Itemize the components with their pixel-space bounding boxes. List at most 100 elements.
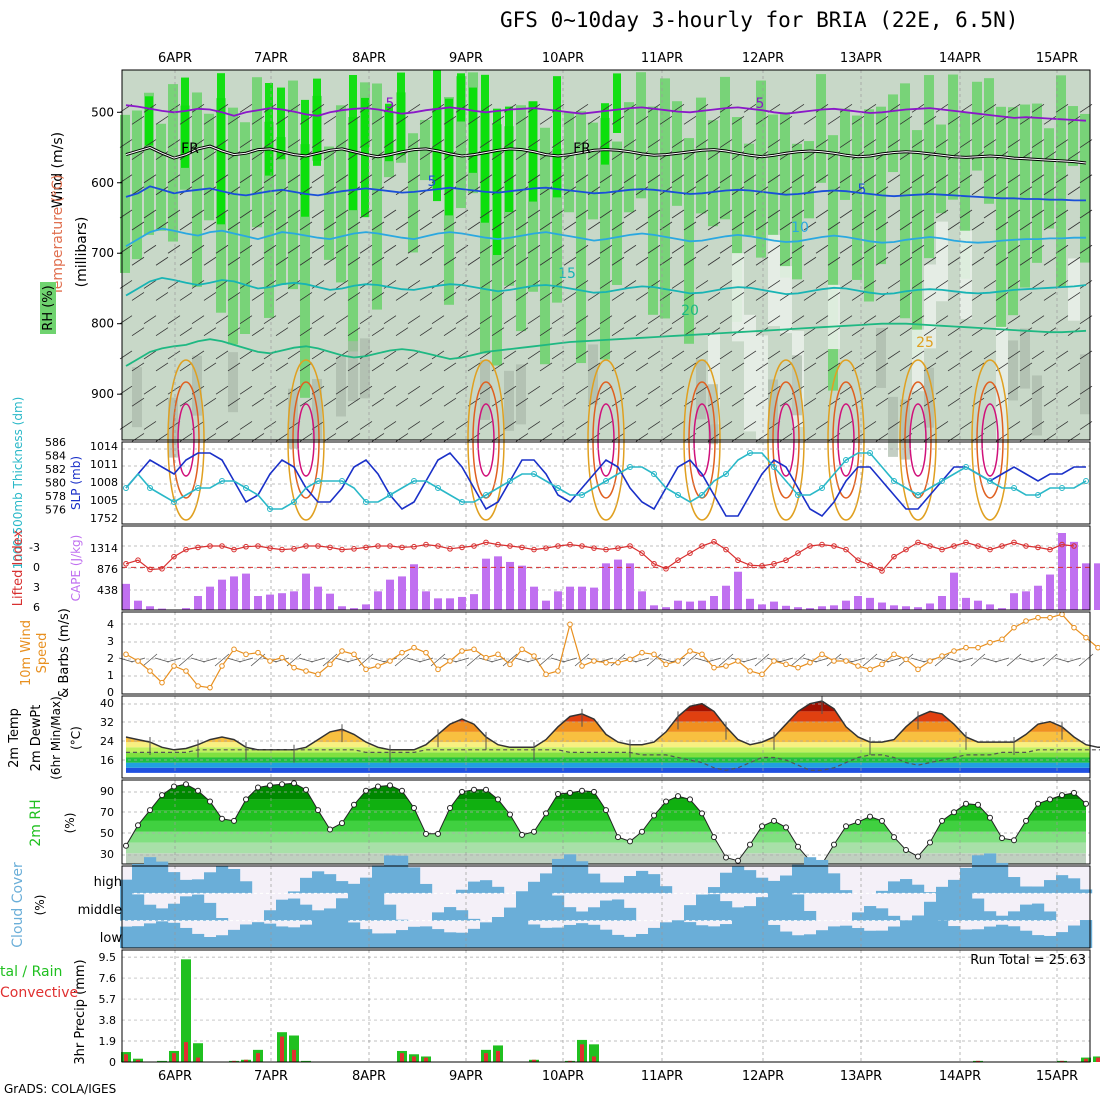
wind-barb xyxy=(827,115,841,125)
cloud-bar xyxy=(216,918,229,921)
wind-barb xyxy=(767,315,781,325)
cloud-level-high: high xyxy=(94,875,122,890)
wind-barb xyxy=(815,139,829,148)
rh2m-frame xyxy=(121,779,1091,865)
wind-barb xyxy=(719,209,733,219)
precip-axis-label: 3hr Precip (mm) xyxy=(73,959,88,1064)
wind-barb-10m xyxy=(394,653,410,667)
wind-barb xyxy=(767,139,781,148)
lifted-marker xyxy=(459,544,465,551)
wind-barb xyxy=(971,327,985,337)
rh-patch xyxy=(756,80,766,258)
wind-barb xyxy=(683,256,697,266)
wind10m-marker xyxy=(267,658,273,664)
rh-band xyxy=(126,853,1086,864)
lifted-tick: 0 xyxy=(33,561,40,574)
wind-barb-10m xyxy=(862,653,878,667)
wind-barb xyxy=(527,139,541,148)
lifted-marker xyxy=(771,560,777,567)
wind-barb xyxy=(647,174,661,184)
wind-barb xyxy=(155,151,169,160)
wind-barb xyxy=(959,315,973,325)
wind-barb xyxy=(143,385,157,395)
wind-barb xyxy=(515,397,529,407)
wind-barb xyxy=(503,350,517,360)
lifted-marker xyxy=(135,557,141,564)
wind-barb xyxy=(839,139,853,148)
wind-barb xyxy=(179,397,193,407)
wind-barb xyxy=(467,327,481,337)
lifted-marker xyxy=(399,544,405,551)
rh2m-marker xyxy=(999,835,1005,842)
precip-frame xyxy=(121,949,1091,1063)
cape-bar xyxy=(530,586,538,610)
rh-patch xyxy=(576,111,586,364)
lifted-marker xyxy=(1047,546,1053,553)
rh2m-marker xyxy=(1035,800,1041,807)
wind10m-marker xyxy=(471,646,477,653)
wind-barb-10m xyxy=(1066,657,1082,663)
cape-bar xyxy=(350,608,358,610)
cape-bar xyxy=(278,593,286,610)
wind10m-marker xyxy=(603,659,609,666)
wind-barb xyxy=(647,315,661,325)
wind-barb xyxy=(635,186,649,196)
rh-patch xyxy=(277,87,285,160)
rh-patch xyxy=(349,75,357,211)
wind10m-marker xyxy=(459,648,465,654)
lifted-marker xyxy=(615,545,621,551)
wind-barb xyxy=(743,139,757,148)
wind-barb xyxy=(983,385,997,395)
wind-barb xyxy=(815,350,829,360)
wind-barb xyxy=(947,115,961,125)
wind-barb xyxy=(143,421,157,430)
cloud-bar xyxy=(240,881,253,894)
wind-barb xyxy=(935,174,949,184)
wind-barb xyxy=(995,186,1009,196)
thickness-marker xyxy=(363,499,369,505)
wind-barb xyxy=(527,174,541,184)
wind-barb xyxy=(839,421,853,430)
cloud-bar xyxy=(588,873,601,894)
cloud-bar xyxy=(588,907,601,921)
precip-conv-bar xyxy=(244,1059,248,1062)
rh2m-marker xyxy=(963,800,969,807)
rh-patch xyxy=(924,264,936,349)
lifted-marker xyxy=(639,550,645,556)
cloud-bar xyxy=(1068,925,1081,948)
cape-bar xyxy=(314,586,322,610)
thickness-marker xyxy=(1083,478,1089,484)
wind-barb xyxy=(311,139,325,148)
wind-barb xyxy=(983,421,997,430)
wind-barb-10m xyxy=(646,653,662,667)
wind-barb xyxy=(959,385,973,395)
wind-barb-10m xyxy=(634,657,650,663)
wind-barb xyxy=(635,221,649,231)
wind-barb xyxy=(191,209,205,219)
wind-barb xyxy=(551,209,565,219)
wind-barb-10m xyxy=(226,657,242,663)
wind-barb xyxy=(827,221,841,231)
wind-barb xyxy=(983,350,997,360)
wind-barb-10m xyxy=(118,657,134,663)
wind-barb xyxy=(671,139,685,148)
wind-barb xyxy=(479,209,493,219)
wind-barb-10m xyxy=(538,653,554,667)
lifted-marker xyxy=(147,566,153,573)
cape-bar xyxy=(854,596,862,610)
rh-patch xyxy=(888,94,898,173)
rh-patch xyxy=(624,102,634,213)
rh-patch xyxy=(912,130,922,360)
x-date-bottom: 13APR xyxy=(840,1069,882,1084)
cloud-bar xyxy=(336,917,349,948)
cloud-bar xyxy=(1080,920,1093,948)
rh-patch xyxy=(300,144,310,398)
wind-barb xyxy=(239,103,253,113)
cloud-bar xyxy=(1020,904,1033,921)
wind-barb xyxy=(431,174,445,184)
wind10m-marker xyxy=(735,658,741,664)
cloud-bar xyxy=(852,912,865,921)
wind-barb-10m xyxy=(706,657,722,663)
wind10m-marker xyxy=(1047,614,1053,621)
